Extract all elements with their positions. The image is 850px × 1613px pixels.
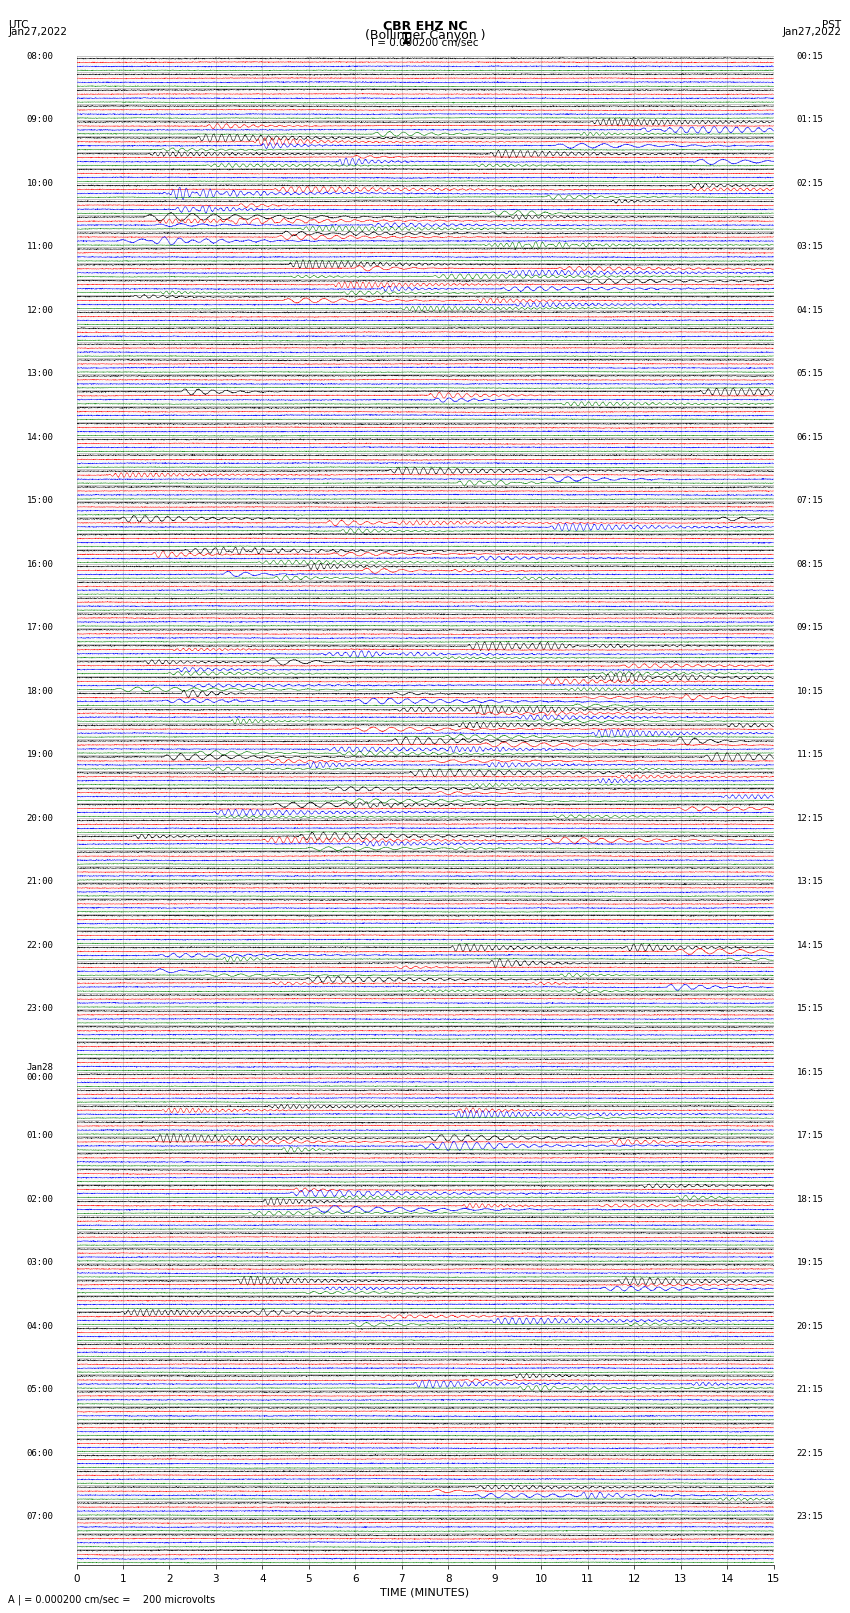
Text: 11:00: 11:00 <box>26 242 54 252</box>
Text: A | = 0.000200 cm/sec =    200 microvolts: A | = 0.000200 cm/sec = 200 microvolts <box>8 1594 216 1605</box>
Text: 23:15: 23:15 <box>796 1513 824 1521</box>
Text: 12:15: 12:15 <box>796 815 824 823</box>
Text: 20:15: 20:15 <box>796 1323 824 1331</box>
Text: 13:15: 13:15 <box>796 877 824 887</box>
Text: PST: PST <box>822 19 842 31</box>
Text: 22:00: 22:00 <box>26 940 54 950</box>
Text: 23:00: 23:00 <box>26 1005 54 1013</box>
Text: 16:00: 16:00 <box>26 560 54 569</box>
Text: 02:15: 02:15 <box>796 179 824 189</box>
Text: 01:15: 01:15 <box>796 116 824 124</box>
Text: 03:00: 03:00 <box>26 1258 54 1268</box>
Text: 12:00: 12:00 <box>26 306 54 315</box>
Text: 18:15: 18:15 <box>796 1195 824 1203</box>
Text: 05:00: 05:00 <box>26 1386 54 1395</box>
Text: 09:15: 09:15 <box>796 624 824 632</box>
Text: 02:00: 02:00 <box>26 1195 54 1203</box>
Text: UTC: UTC <box>8 19 29 31</box>
Text: 00:15: 00:15 <box>796 52 824 61</box>
Text: Jan27,2022: Jan27,2022 <box>783 26 842 37</box>
Text: 17:15: 17:15 <box>796 1131 824 1140</box>
Text: 07:15: 07:15 <box>796 497 824 505</box>
Text: 06:15: 06:15 <box>796 432 824 442</box>
Text: 04:00: 04:00 <box>26 1323 54 1331</box>
Text: 10:15: 10:15 <box>796 687 824 695</box>
Text: 08:15: 08:15 <box>796 560 824 569</box>
X-axis label: TIME (MINUTES): TIME (MINUTES) <box>381 1587 469 1598</box>
Text: 19:00: 19:00 <box>26 750 54 760</box>
Text: I = 0.000200 cm/sec: I = 0.000200 cm/sec <box>371 37 479 48</box>
Text: 07:00: 07:00 <box>26 1513 54 1521</box>
Text: (Bollinger Canyon ): (Bollinger Canyon ) <box>365 29 485 42</box>
Text: Jan28
00:00: Jan28 00:00 <box>26 1063 54 1082</box>
Text: 05:15: 05:15 <box>796 369 824 379</box>
Text: 21:00: 21:00 <box>26 877 54 887</box>
Text: 08:00: 08:00 <box>26 52 54 61</box>
Text: 09:00: 09:00 <box>26 116 54 124</box>
Text: 15:15: 15:15 <box>796 1005 824 1013</box>
Text: 11:15: 11:15 <box>796 750 824 760</box>
Text: 01:00: 01:00 <box>26 1131 54 1140</box>
Text: Jan27,2022: Jan27,2022 <box>8 26 67 37</box>
Text: 21:15: 21:15 <box>796 1386 824 1395</box>
Text: 03:15: 03:15 <box>796 242 824 252</box>
Text: 04:15: 04:15 <box>796 306 824 315</box>
Text: 14:00: 14:00 <box>26 432 54 442</box>
Text: CBR EHZ NC: CBR EHZ NC <box>382 19 468 34</box>
Text: 18:00: 18:00 <box>26 687 54 695</box>
Text: 17:00: 17:00 <box>26 624 54 632</box>
Text: 20:00: 20:00 <box>26 815 54 823</box>
Text: 16:15: 16:15 <box>796 1068 824 1077</box>
Text: 19:15: 19:15 <box>796 1258 824 1268</box>
Text: 14:15: 14:15 <box>796 940 824 950</box>
Text: 15:00: 15:00 <box>26 497 54 505</box>
Text: 22:15: 22:15 <box>796 1448 824 1458</box>
Text: 13:00: 13:00 <box>26 369 54 379</box>
Text: 06:00: 06:00 <box>26 1448 54 1458</box>
Text: 10:00: 10:00 <box>26 179 54 189</box>
